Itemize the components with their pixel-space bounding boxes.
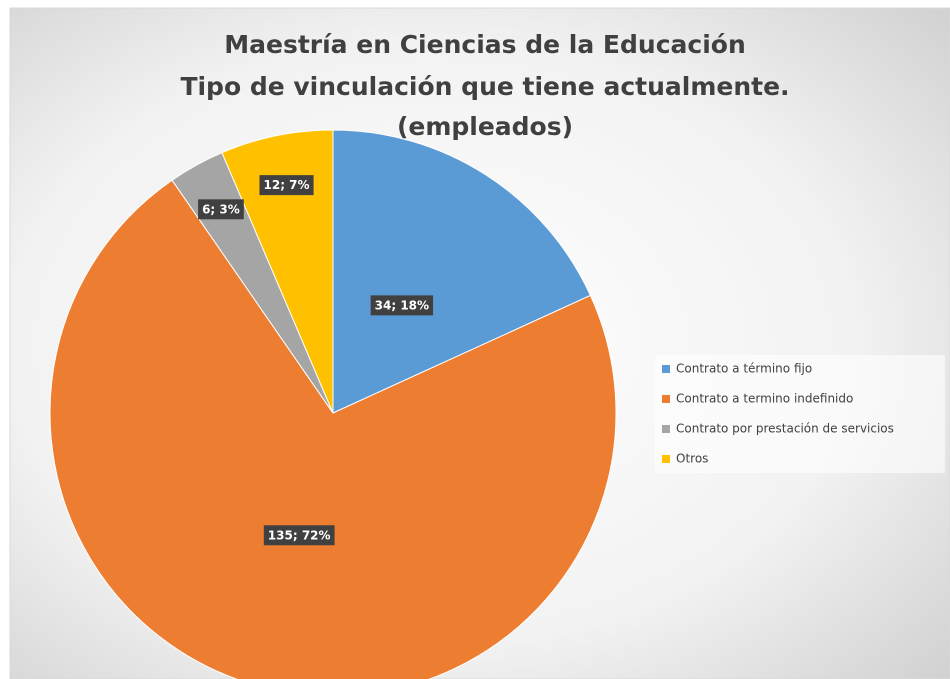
legend-label: Contrato a termino indefinido	[676, 392, 853, 406]
legend-label: Otros	[676, 452, 708, 466]
legend-swatch	[662, 365, 670, 373]
data-label-bg	[370, 295, 434, 316]
data-label-text: 12; 7%	[264, 178, 310, 192]
data-label: 135; 72%	[263, 525, 335, 546]
data-label-bg	[263, 525, 335, 546]
legend-label: Contrato por prestación de servicios	[676, 422, 894, 436]
chart-title: Tipo de vinculación que tiene actualment…	[180, 72, 789, 101]
data-label-bg	[259, 175, 314, 196]
chart-title: (empleados)	[397, 112, 573, 141]
data-label-text: 135; 72%	[268, 528, 331, 542]
data-label: 34; 18%	[370, 295, 434, 316]
data-label: 12; 7%	[259, 175, 314, 196]
pie-slice	[332, 129, 592, 414]
legend-label: Contrato a término fijo	[676, 362, 812, 376]
pie-slice	[49, 179, 617, 679]
data-label: 6; 3%	[198, 199, 244, 220]
chart-title: Maestría en Ciencias de la Educación	[224, 30, 746, 59]
legend-swatch	[662, 455, 670, 463]
legend-box	[655, 355, 945, 473]
data-label-text: 6; 3%	[202, 202, 240, 216]
data-label-bg	[198, 199, 244, 220]
legend-swatch	[662, 395, 670, 403]
data-label-text: 34; 18%	[375, 298, 429, 312]
pie-slice	[221, 129, 334, 414]
legend-swatch	[662, 425, 670, 433]
